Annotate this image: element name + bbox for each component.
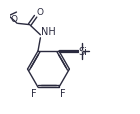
Text: NH: NH bbox=[41, 27, 56, 37]
Text: O: O bbox=[36, 8, 43, 17]
Text: Si: Si bbox=[79, 47, 88, 56]
Text: O: O bbox=[10, 15, 17, 24]
Text: F: F bbox=[60, 88, 66, 98]
Text: F: F bbox=[31, 88, 37, 98]
